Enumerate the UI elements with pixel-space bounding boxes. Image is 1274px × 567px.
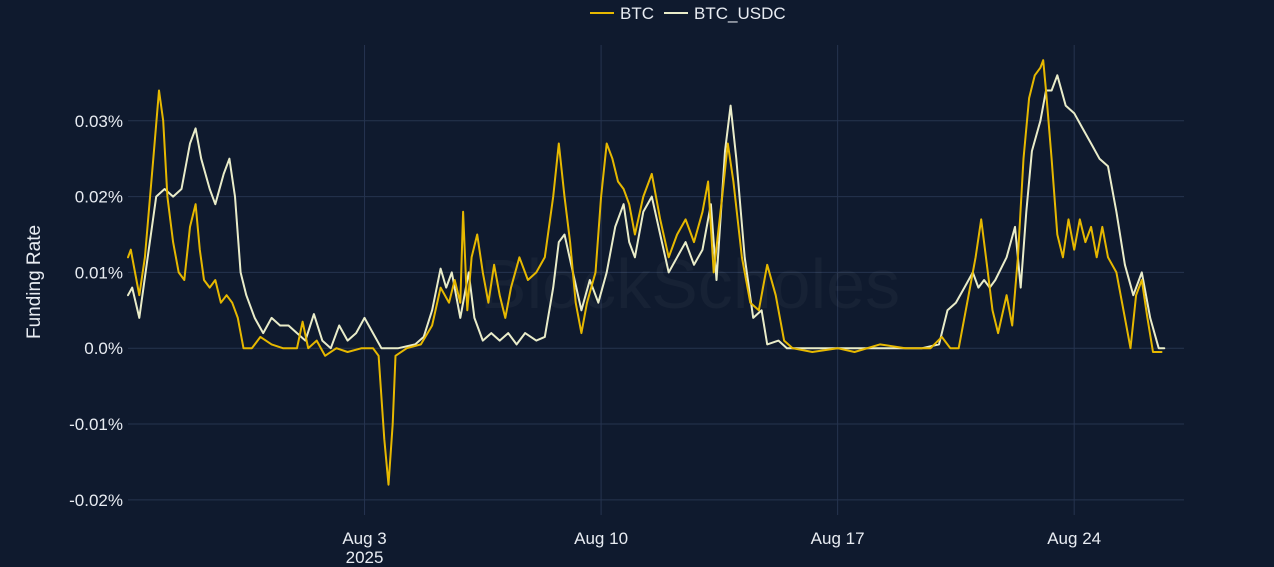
- legend-label: BTC_USDC: [694, 4, 786, 23]
- y-tick-label: 0.0%: [84, 339, 123, 358]
- legend-label: BTC: [620, 4, 654, 23]
- x-tick-label: Aug 24: [1047, 529, 1101, 548]
- x-tick-label: Aug 10: [574, 529, 628, 548]
- y-axis-title: Funding Rate: [24, 225, 45, 339]
- y-tick-label: 0.01%: [75, 263, 123, 282]
- y-tick-label: 0.03%: [75, 112, 123, 131]
- x-tick-label: Aug 17: [811, 529, 865, 548]
- series-layer: [127, 59, 1166, 486]
- y-tick-label: 0.02%: [75, 188, 123, 207]
- x-tick-label: Aug 3: [342, 529, 386, 548]
- y-tick-label: -0.01%: [69, 415, 123, 434]
- series-line-btc: [127, 59, 1163, 486]
- y-tick-label: -0.02%: [69, 491, 123, 510]
- x-tick-year-label: 2025: [346, 548, 384, 567]
- legend-item-btc[interactable]: BTC: [590, 4, 654, 23]
- y-axis: 0.03% 0.02% 0.01% 0.0% -0.01% -0.02%: [69, 112, 123, 510]
- legend[interactable]: BTC BTC_USDC: [590, 4, 786, 23]
- grid-layer: [128, 45, 1184, 515]
- legend-item-btc-usdc[interactable]: BTC_USDC: [664, 4, 786, 23]
